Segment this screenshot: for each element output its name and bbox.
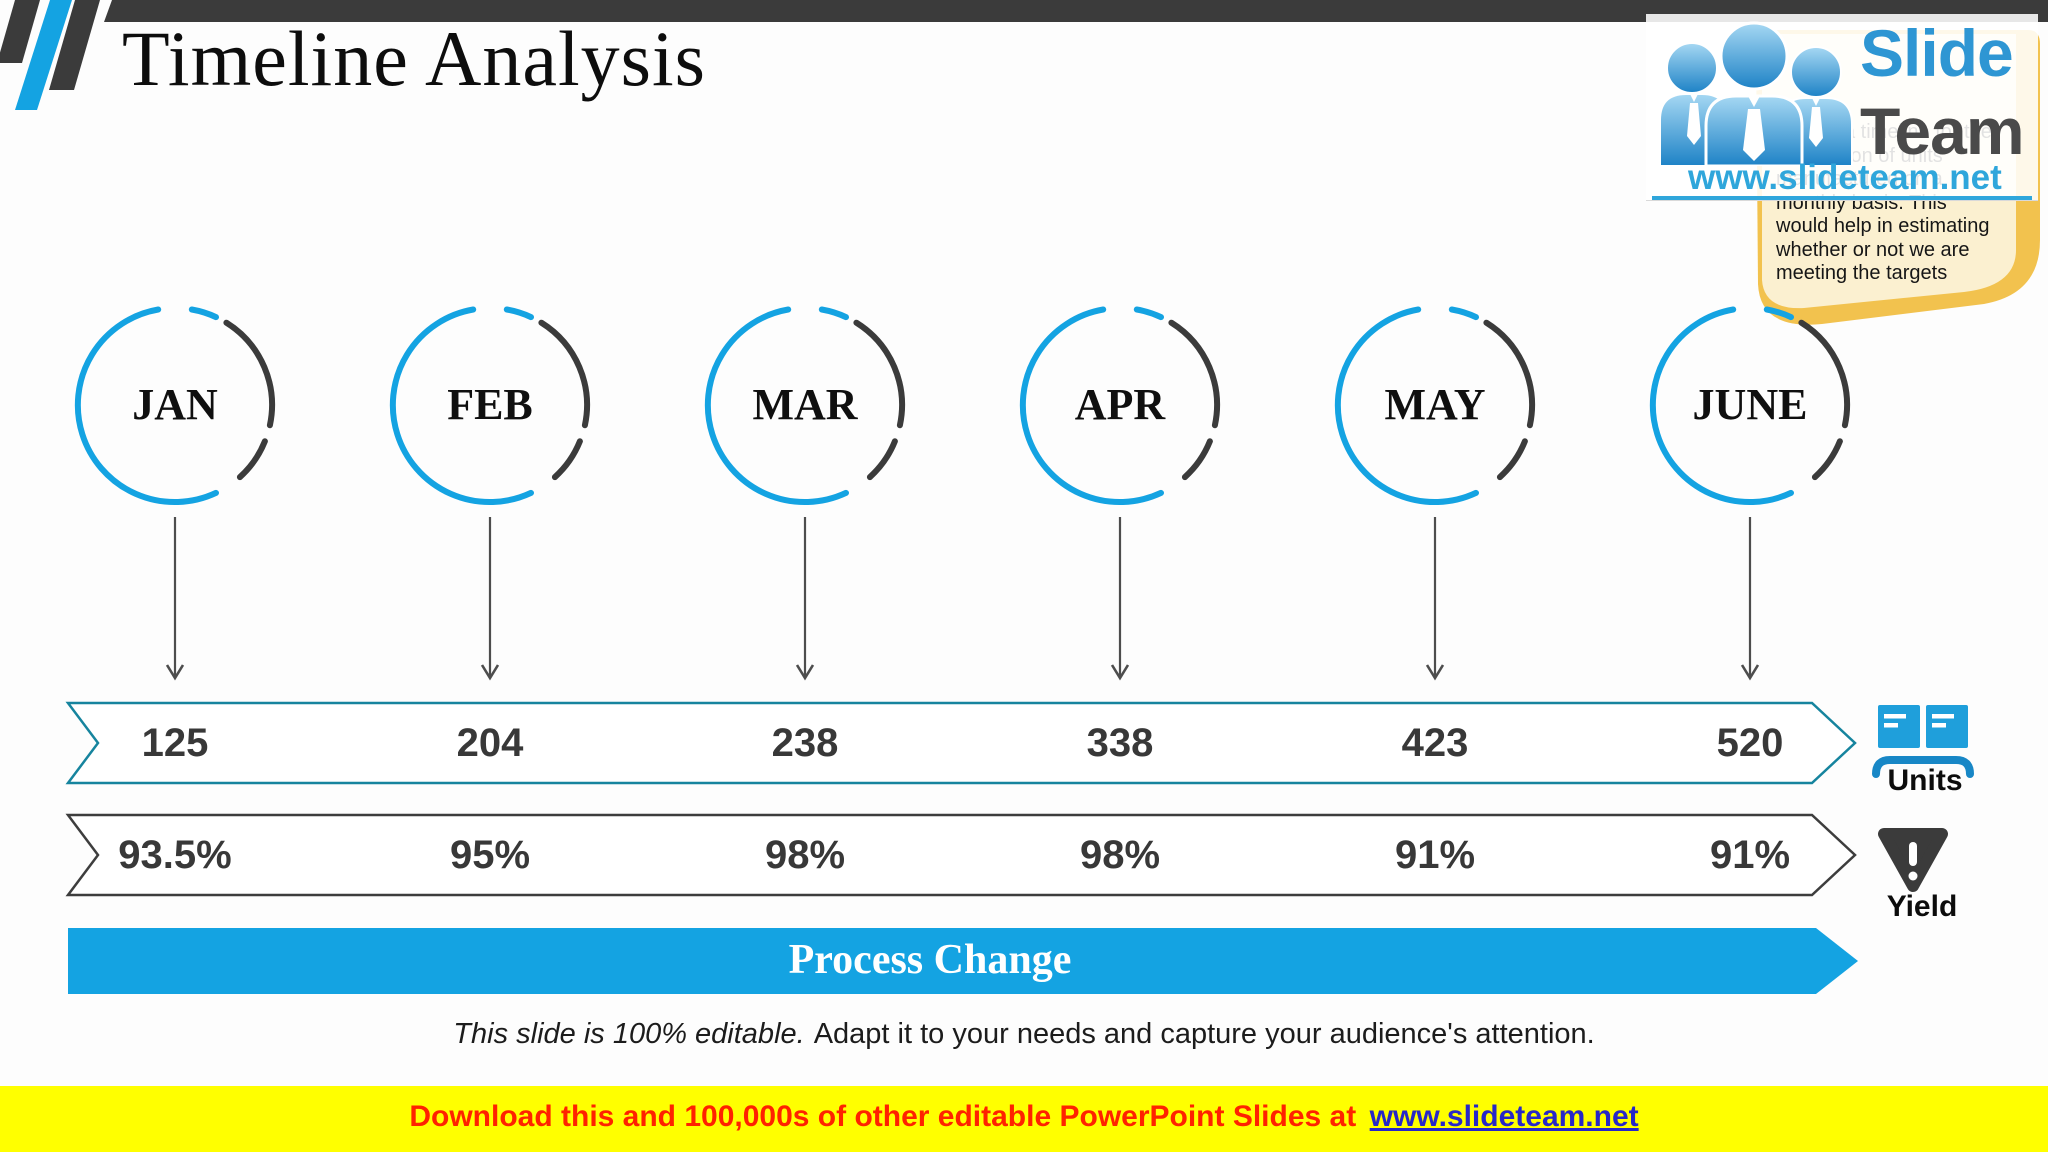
logo-brand-slide: Slide bbox=[1860, 16, 2014, 90]
timeline-node-mar: MAR bbox=[695, 295, 915, 695]
down-arrow-icon bbox=[1110, 517, 1130, 681]
timeline-node-jan: JAN bbox=[65, 295, 285, 695]
month-label: FEB bbox=[447, 380, 533, 429]
footer-link[interactable]: www.slideteam.net bbox=[1369, 1100, 1639, 1133]
top-bar-decoration bbox=[104, 0, 2048, 22]
logo-brand-team: Team bbox=[1860, 94, 2025, 168]
down-arrow-icon bbox=[1740, 517, 1760, 681]
yield-warning-icon bbox=[1878, 828, 1948, 892]
timeline-node-june: JUNE bbox=[1640, 295, 1860, 695]
yield-ribbon bbox=[65, 813, 1857, 897]
yield-value: 91% bbox=[1709, 833, 1791, 877]
month-label: APR bbox=[1074, 380, 1166, 429]
units-ribbon bbox=[65, 701, 1857, 785]
units-label: Units bbox=[1887, 764, 1963, 797]
note-line: meeting the targets bbox=[1776, 262, 1948, 284]
units-value: 520 bbox=[1716, 721, 1784, 765]
down-arrow-icon bbox=[795, 517, 815, 681]
month-circle-icon bbox=[1334, 306, 1535, 506]
footer-banner: Download this and 100,000s of other edit… bbox=[0, 1086, 2048, 1152]
yield-value: 91% bbox=[1394, 833, 1476, 877]
process-change-banner bbox=[68, 928, 1858, 994]
editable-note-rest: Adapt it to your needs and capture your … bbox=[813, 1018, 1595, 1050]
month-circle-icon bbox=[1649, 306, 1850, 506]
editable-note-italic: This slide is 100% editable. bbox=[453, 1018, 805, 1050]
note-line: would help in estimating bbox=[1776, 215, 1990, 237]
month-circle-icon bbox=[74, 306, 275, 506]
yield-label: Yield bbox=[1886, 890, 1958, 923]
yield-value: 98% bbox=[764, 833, 846, 877]
editable-note: This slide is 100% editable. Adapt it to … bbox=[0, 1018, 2048, 1051]
units-value: 238 bbox=[771, 721, 839, 765]
diagonal-stripes-logo bbox=[0, 0, 100, 110]
month-label: JUNE bbox=[1692, 380, 1808, 429]
month-circle-icon bbox=[389, 306, 590, 506]
units-value: 125 bbox=[141, 721, 209, 765]
down-arrow-icon bbox=[165, 517, 185, 681]
units-value: 423 bbox=[1401, 721, 1469, 765]
month-circle-icon bbox=[1019, 306, 1220, 506]
note-line: whether or not we are bbox=[1776, 238, 1970, 261]
month-label: MAY bbox=[1384, 380, 1486, 429]
process-change-label: Process Change bbox=[788, 937, 1072, 983]
yield-value: 98% bbox=[1079, 833, 1161, 877]
down-arrow-icon bbox=[1425, 517, 1445, 681]
units-value: 204 bbox=[456, 721, 524, 765]
slideteam-logo: Slide Team www.slideteam.net bbox=[1646, 14, 2038, 201]
yield-value: 93.5% bbox=[118, 833, 232, 877]
month-label: JAN bbox=[132, 380, 218, 429]
footer-message: Download this and 100,000s of other edit… bbox=[409, 1100, 1357, 1133]
units-boxes-icon bbox=[1872, 705, 1974, 778]
down-arrow-icon bbox=[480, 517, 500, 681]
timeline-node-feb: FEB bbox=[380, 295, 600, 695]
timeline-node-may: MAY bbox=[1325, 295, 1545, 695]
logo-website-link[interactable]: www.slideteam.net bbox=[1688, 158, 2002, 197]
logo-underline bbox=[1652, 196, 2032, 200]
yield-value: 95% bbox=[449, 833, 531, 877]
timeline-node-apr: APR bbox=[1010, 295, 1230, 695]
page-title: Timeline Analysis bbox=[122, 15, 707, 102]
month-label: MAR bbox=[752, 380, 858, 429]
people-icon bbox=[1659, 21, 1853, 166]
units-value: 338 bbox=[1086, 721, 1154, 765]
month-circle-icon bbox=[704, 306, 905, 506]
